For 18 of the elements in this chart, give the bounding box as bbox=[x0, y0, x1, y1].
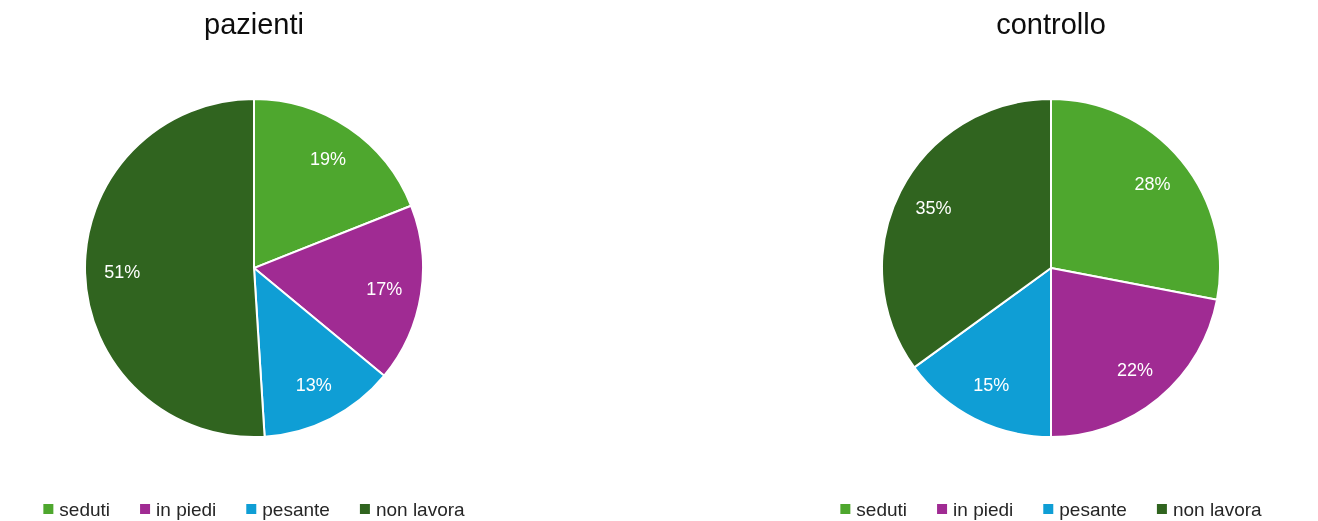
data-label: 15% bbox=[973, 375, 1010, 396]
data-label: 13% bbox=[295, 375, 332, 396]
legend-label: pesante bbox=[262, 498, 330, 520]
data-label: 22% bbox=[1117, 359, 1154, 380]
data-label: 28% bbox=[1134, 173, 1171, 194]
legend-label: seduti bbox=[59, 498, 111, 520]
data-label: 35% bbox=[915, 198, 952, 219]
data-label: 17% bbox=[366, 278, 403, 299]
legend-label: non lavora bbox=[1172, 498, 1263, 520]
chart-title: pazienti bbox=[204, 8, 304, 40]
data-label: 51% bbox=[104, 262, 141, 283]
legend-label: pesante bbox=[1059, 498, 1127, 520]
legend-label: in piedi bbox=[156, 498, 217, 520]
data-label: 19% bbox=[310, 148, 347, 169]
legend-label: seduti bbox=[856, 498, 908, 520]
legend-label: non lavora bbox=[375, 498, 466, 520]
chart-title: controllo bbox=[996, 8, 1106, 40]
legend-label: in piedi bbox=[953, 498, 1014, 520]
